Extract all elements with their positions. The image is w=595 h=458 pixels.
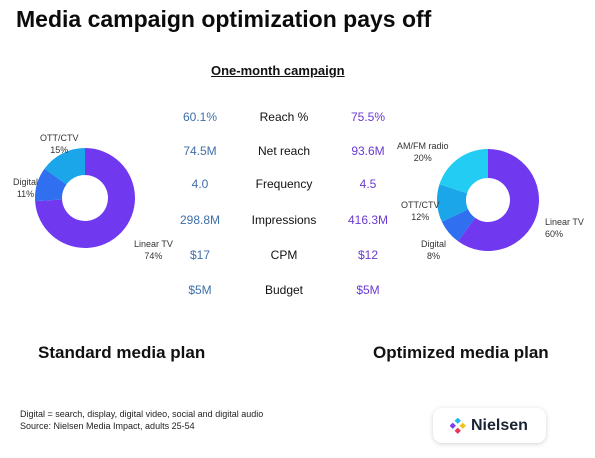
std-impressions-value: 298.8M (179, 213, 221, 227)
nielsen-mark-icon (450, 418, 466, 434)
opt-linear-tv-label: Linear TV 60% (545, 216, 584, 240)
std-ott-ctv-value: 15% (50, 145, 69, 155)
standard-plan-donut-chart (35, 148, 135, 248)
std-cpm-value: $17 (189, 248, 211, 262)
opt-net-reach-value: 93.6M (351, 144, 385, 158)
std-slice-ott-ctv (44, 148, 85, 185)
optimized-plan-label: Optimized media plan (373, 343, 549, 362)
std-slice-digital (35, 168, 67, 202)
opt-linear-tv-name: Linear TV (545, 217, 584, 227)
std-linear-tv-label: Linear TV 74% (134, 238, 173, 262)
opt-reach-pct-value: 75.5% (350, 110, 386, 124)
opt-ott-ctv-value: 12% (411, 212, 430, 222)
opt-ott-ctv-name: OTT/CTV (401, 200, 440, 210)
opt-linear-tv-value: 60% (545, 229, 564, 239)
opt-slice-ott-ctv (437, 184, 469, 222)
std-net-reach-value: 74.5M (183, 144, 217, 158)
page-title: Media campaign optimization pays off (16, 6, 432, 32)
opt-cpm-value: $12 (357, 248, 379, 262)
opt-am-fm-radio-label: AM/FM radio 20% (397, 140, 449, 164)
opt-impressions-value: 416.3M (347, 213, 389, 227)
std-budget-value: $5M (188, 283, 212, 297)
metric-row-net-reach: 74.5M Net reach 93.6M (170, 144, 400, 162)
metric-row-impressions: 298.8M Impressions 416.3M (170, 213, 400, 231)
optimized-plan-donut-chart (437, 149, 539, 251)
nielsen-logo-text: Nielsen (471, 417, 528, 434)
std-linear-tv-name: Linear TV (134, 239, 173, 249)
opt-digital-label: Digital 8% (421, 238, 446, 262)
opt-budget-value: $5M (356, 283, 380, 297)
cpm-label: CPM (270, 248, 298, 262)
std-slice-linear-tv (35, 148, 135, 248)
frequency-label: Frequency (255, 177, 313, 191)
std-digital-label: Digital 11% (13, 176, 38, 200)
opt-digital-value: 8% (427, 251, 441, 261)
opt-digital-name: Digital (421, 239, 447, 249)
std-linear-tv-value: 74% (144, 251, 163, 261)
std-reach-pct-value: 60.1% (182, 110, 218, 124)
opt-am-fm-radio-name: AM/FM radio (397, 141, 449, 151)
standard-plan-label: Standard media plan (38, 343, 206, 362)
opt-am-fm-radio-value: 20% (413, 153, 432, 163)
footnotes: Digital = search, display, digital video… (20, 408, 263, 432)
std-ott-ctv-name: OTT/CTV (40, 133, 79, 143)
reach-pct-label: Reach % (259, 110, 309, 124)
opt-slice-digital (441, 209, 476, 242)
std-frequency-value: 4.0 (191, 177, 209, 191)
nielsen-logo: Nielsen (433, 408, 546, 443)
metric-row-budget: $5M Budget $5M (170, 283, 400, 301)
std-digital-name: Digital (13, 177, 39, 187)
opt-ott-ctv-label: OTT/CTV 12% (401, 199, 440, 223)
std-ott-ctv-label: OTT/CTV 15% (40, 132, 79, 156)
opt-frequency-value: 4.5 (359, 177, 377, 191)
opt-slice-am-fm-radio (439, 149, 488, 194)
net-reach-label: Net reach (257, 144, 311, 158)
budget-label: Budget (264, 283, 304, 297)
opt-slice-linear-tv (458, 149, 539, 251)
footnote-digital-definition: Digital = search, display, digital video… (20, 409, 264, 419)
campaign-subtitle: One-month campaign (211, 63, 345, 78)
std-digital-value: 11% (16, 189, 35, 199)
footnote-source: Source: Nielsen Media Impact, adults 25-… (20, 421, 195, 431)
metric-row-frequency: 4.0 Frequency 4.5 (170, 177, 400, 195)
metric-row-reach-pct: 60.1% Reach % 75.5% (170, 110, 400, 128)
impressions-label: Impressions (251, 213, 317, 227)
metric-row-cpm: $17 CPM $12 (170, 248, 400, 266)
